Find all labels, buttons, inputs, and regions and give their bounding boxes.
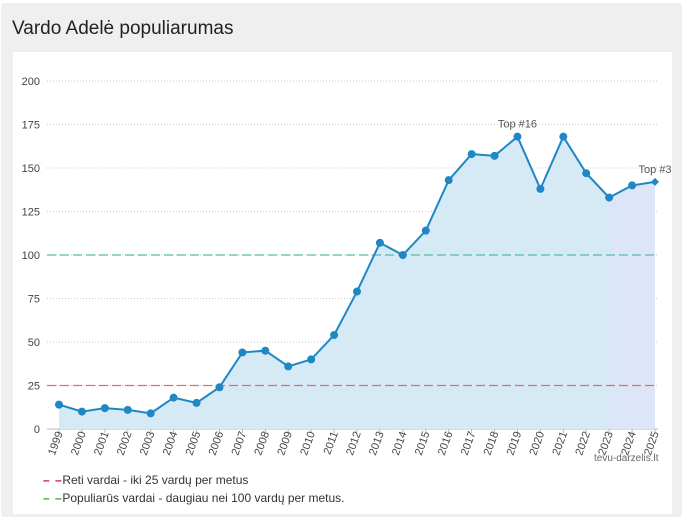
y-tick-label: 100 <box>22 250 40 262</box>
data-point <box>284 362 293 371</box>
source-credit: tevu-darzelis.lt <box>594 453 659 464</box>
area-fill <box>59 136 655 429</box>
chart-panel: 0 25 50 75 100 125 150 175 200 Top #16 Top #3 1999 2… <box>13 52 672 514</box>
x-tick-label: 2013 <box>367 430 387 457</box>
data-point <box>353 287 361 296</box>
data-point <box>330 331 339 340</box>
data-point <box>146 409 155 418</box>
data-point <box>398 251 407 259</box>
y-tick-label: 75 <box>28 294 40 306</box>
data-point <box>261 346 270 355</box>
data-point <box>192 398 201 407</box>
x-tick-label: 2006 <box>207 430 227 457</box>
x-tick-label: 1999 <box>46 430 66 457</box>
data-point <box>55 400 63 409</box>
legend-item-rare: – – Reti vardai - iki 25 vardų per metus <box>43 473 248 487</box>
x-tick-label: 2022 <box>573 430 593 457</box>
data-point <box>559 132 568 141</box>
x-tick-label: 2008 <box>252 430 272 457</box>
x-tick-label: 2012 <box>344 430 364 457</box>
y-tick-label: 25 <box>28 381 40 393</box>
x-tick-label: 2003 <box>138 430 158 457</box>
x-tick-label: 2015 <box>413 430 433 457</box>
chart-title: Vardo Adelė populiarumas <box>12 18 234 39</box>
data-point <box>651 177 659 186</box>
x-tick-label: 2017 <box>459 430 479 457</box>
x-tick-label: 2009 <box>275 430 295 457</box>
y-tick-label: 50 <box>28 337 40 349</box>
annotation-label: Top #16 <box>498 119 537 131</box>
data-point <box>123 405 132 414</box>
rare-dash-icon: – – <box>43 473 63 487</box>
data-point <box>490 151 499 160</box>
x-tick-label: 2021 <box>550 430 570 457</box>
data-point <box>513 132 522 141</box>
x-tick-label: 2011 <box>322 430 341 456</box>
x-tick-label: 2014 <box>390 430 410 457</box>
y-tick-label: 150 <box>22 163 40 175</box>
y-tick-label: 200 <box>22 76 40 88</box>
data-point <box>375 238 384 247</box>
data-point <box>215 383 224 392</box>
x-tick-label: 2019 <box>505 430 525 457</box>
y-tick-label: 175 <box>22 120 40 132</box>
x-tick-label: 2010 <box>298 430 318 457</box>
data-point <box>100 404 109 413</box>
x-tick-label: 2001 <box>92 430 112 457</box>
x-tick-label: 2005 <box>184 430 204 457</box>
legend-item-popular: – – Populiarūs vardai - daugiau nei 100 … <box>43 491 345 505</box>
x-tick-label: 2016 <box>436 430 456 457</box>
x-tick-label: 2020 <box>528 430 548 457</box>
legend-label-rare: Reti vardai - iki 25 vardų per metus <box>62 473 249 487</box>
legend-label-popular: Populiarūs vardai - daugiau nei 100 vard… <box>62 491 345 505</box>
data-point <box>238 348 247 357</box>
data-point <box>582 169 591 178</box>
area-fill-latest <box>609 181 655 429</box>
data-point <box>628 181 637 190</box>
x-tick-label: 2018 <box>482 430 502 457</box>
data-point <box>169 393 178 402</box>
x-tick-label: 2002 <box>115 430 135 457</box>
data-point <box>421 226 430 235</box>
data-point <box>77 407 86 416</box>
data-point <box>467 150 476 159</box>
popular-dash-icon: – – <box>43 491 63 505</box>
x-tick-label: 2004 <box>161 430 181 457</box>
data-point <box>307 355 316 364</box>
data-point <box>536 184 545 193</box>
data-point <box>444 176 453 185</box>
y-tick-label: 125 <box>22 207 40 219</box>
y-tick-label: 0 <box>34 424 40 436</box>
x-tick-label: 2000 <box>69 430 89 457</box>
data-point <box>605 193 614 202</box>
chart-card: Vardo Adelė populiarumas 0 25 50 75 100 125 15… <box>1 3 682 517</box>
x-tick-label: 2007 <box>230 430 250 457</box>
annotation-label: Top #3 <box>638 164 671 176</box>
